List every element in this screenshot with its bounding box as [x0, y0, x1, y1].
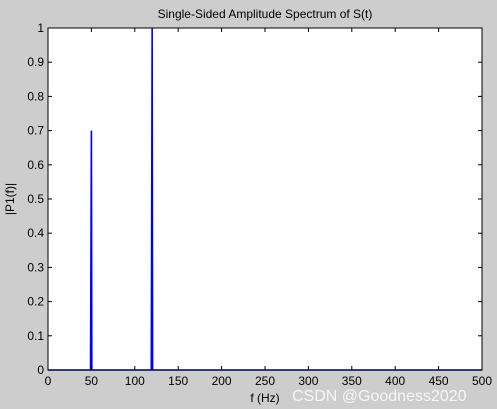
x-tick-label: 200 — [212, 374, 232, 388]
x-tick-label: 350 — [342, 374, 362, 388]
series-point — [151, 198, 152, 199]
x-tick-label: 450 — [429, 374, 449, 388]
y-tick-label: 0.2 — [27, 295, 44, 309]
x-ticks: 0 50 100 150 200 250 300 350 400 450 500 — [45, 28, 492, 388]
y-tick-label: 0.8 — [27, 89, 44, 103]
y-tick-label: 0.6 — [27, 158, 44, 172]
x-tick-label: 400 — [385, 374, 405, 388]
x-tick-label: 150 — [168, 374, 188, 388]
series-point — [91, 130, 92, 131]
x-tick-label: 100 — [125, 374, 145, 388]
y-tick-label: 0 — [37, 363, 44, 377]
y-tick-label: 0.1 — [27, 329, 44, 343]
y-tick-label: 0.3 — [27, 260, 44, 274]
x-tick-label: 500 — [472, 374, 492, 388]
y-axis-label: |P1(f)| — [3, 183, 17, 215]
y-ticks: 0 0.1 0.2 0.3 0.4 0.5 0.6 0.7 0.8 0.9 1 — [27, 21, 482, 377]
y-tick-label: 0.4 — [27, 226, 44, 240]
series-point — [90, 250, 91, 251]
y-tick-label: 0.5 — [27, 192, 44, 206]
x-tick-label: 300 — [298, 374, 318, 388]
y-tick-label: 1 — [37, 21, 44, 35]
y-tick-label: 0.7 — [27, 124, 44, 138]
x-axis-label: f (Hz) — [250, 391, 279, 405]
x-tick-label: 250 — [255, 374, 275, 388]
chart-title: Single-Sided Amplitude Spectrum of S(t) — [158, 7, 373, 21]
plot-area — [48, 28, 482, 370]
y-tick-label: 0.9 — [27, 55, 44, 69]
x-tick-label: 0 — [45, 374, 52, 388]
watermark: CSDN @Goodness2020 — [292, 388, 467, 405]
x-tick-label: 50 — [85, 374, 99, 388]
